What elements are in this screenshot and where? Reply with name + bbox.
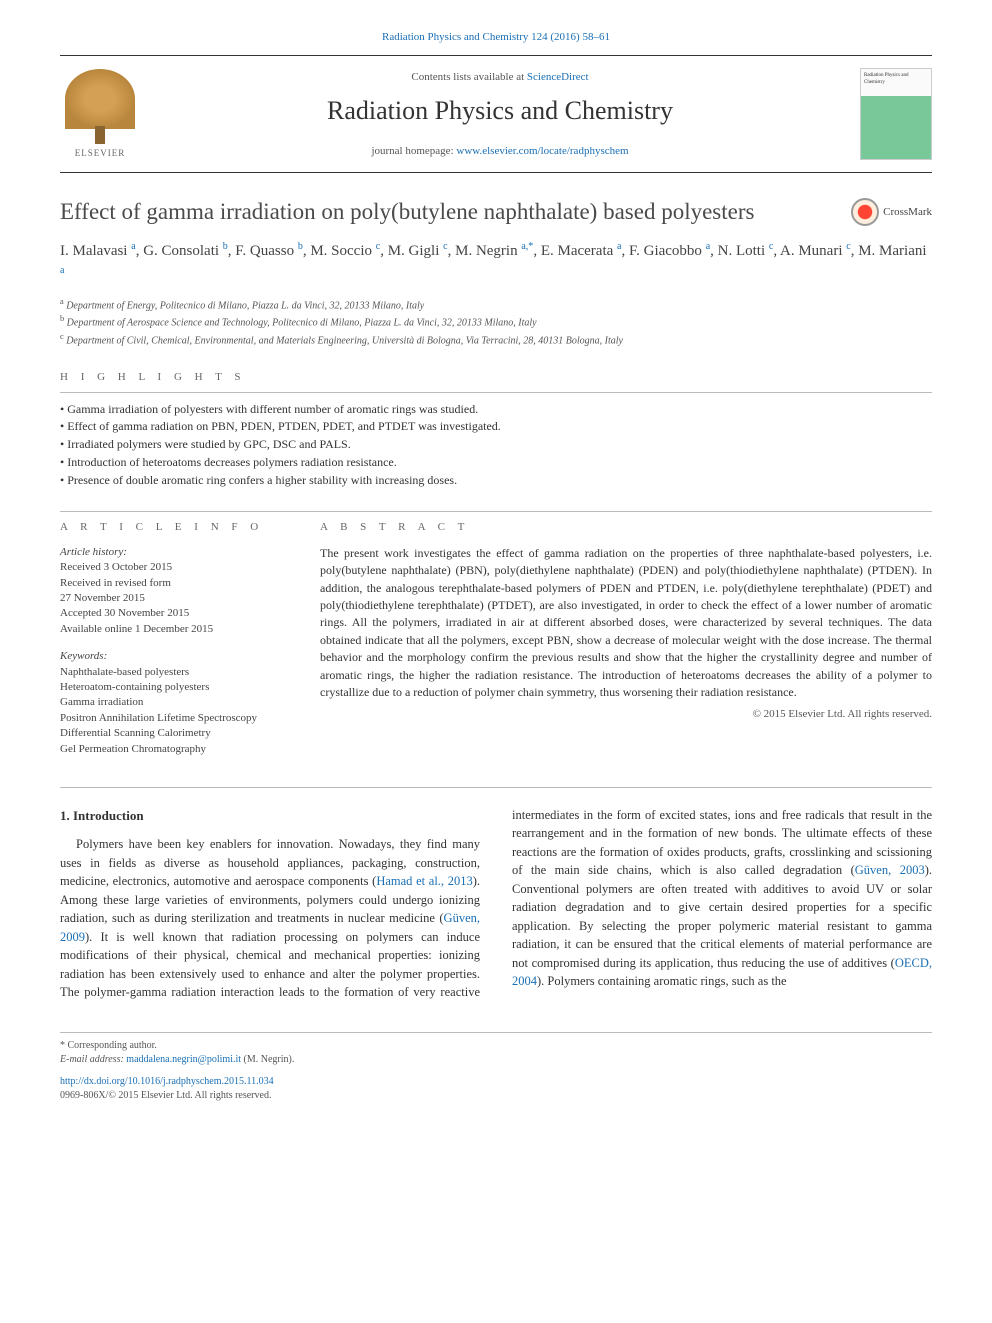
doi-link[interactable]: http://dx.doi.org/10.1016/j.radphyschem.…	[60, 1076, 274, 1087]
keyword-item: Naphthalate-based polyesters	[60, 665, 280, 680]
article-title: Effect of gamma irradiation on poly(buty…	[60, 198, 754, 227]
section-heading-intro: 1. Introduction	[60, 806, 480, 825]
highlight-item: Effect of gamma radiation on PBN, PDEN, …	[60, 418, 932, 435]
journal-header: ELSEVIER Contents lists available at Sci…	[60, 55, 932, 173]
affiliation-line: c Department of Civil, Chemical, Environ…	[60, 331, 932, 348]
keywords-block: Keywords: Naphthalate-based polyestersHe…	[60, 649, 280, 757]
history-line: Received in revised form	[60, 576, 280, 591]
highlight-item: Irradiated polymers were studied by GPC,…	[60, 436, 932, 453]
keyword-item: Heteroatom-containing polyesters	[60, 680, 280, 695]
article-body: 1. Introduction Polymers have been key e…	[60, 806, 932, 1002]
affiliation-line: a Department of Energy, Politecnico di M…	[60, 296, 932, 313]
footnotes: * Corresponding author. E-mail address: …	[60, 1032, 932, 1103]
abstract-text: The present work investigates the effect…	[320, 545, 932, 702]
highlight-item: Introduction of heteroatoms decreases po…	[60, 454, 932, 471]
corresponding-author: * Corresponding author.	[60, 1039, 932, 1053]
running-header: Radiation Physics and Chemistry 124 (201…	[60, 30, 932, 45]
authors-list: I. Malavasi a, G. Consolati b, F. Quasso…	[60, 239, 932, 286]
homepage-link[interactable]: www.elsevier.com/locate/radphyschem	[456, 145, 628, 157]
citation-link[interactable]: Güven, 2003	[855, 863, 925, 877]
publisher-name: ELSEVIER	[75, 147, 126, 160]
contents-line: Contents lists available at ScienceDirec…	[140, 70, 860, 85]
affiliations: a Department of Energy, Politecnico di M…	[60, 296, 932, 348]
history-line: Available online 1 December 2015	[60, 622, 280, 637]
highlights-heading: H I G H L I G H T S	[60, 370, 932, 392]
article-history: Article history: Received 3 October 2015…	[60, 545, 280, 637]
running-header-link[interactable]: Radiation Physics and Chemistry 124 (201…	[382, 31, 610, 43]
highlight-item: Presence of double aromatic ring confers…	[60, 472, 932, 489]
email-line: E-mail address: maddalena.negrin@polimi.…	[60, 1053, 932, 1067]
body-paragraph: Polymers have been key enablers for inno…	[60, 806, 932, 1002]
keyword-item: Positron Annihilation Lifetime Spectrosc…	[60, 711, 280, 726]
keyword-item: Gel Permeation Chromatography	[60, 742, 280, 757]
email-link[interactable]: maddalena.negrin@polimi.it	[126, 1054, 241, 1065]
history-line: Accepted 30 November 2015	[60, 606, 280, 621]
elsevier-tree-icon	[65, 69, 135, 128]
issn-line: 0969-806X/© 2015 Elsevier Ltd. All right…	[60, 1089, 932, 1103]
crossmark-label: CrossMark	[883, 205, 932, 220]
section-divider	[60, 787, 932, 788]
citation-link[interactable]: Hamad et al., 2013	[376, 874, 472, 888]
highlights-list: Gamma irradiation of polyesters with dif…	[60, 401, 932, 489]
abstract-heading: A B S T R A C T	[320, 520, 932, 535]
crossmark-icon	[851, 198, 879, 226]
elsevier-logo: ELSEVIER	[60, 69, 140, 159]
homepage-line: journal homepage: www.elsevier.com/locat…	[140, 144, 860, 159]
crossmark-badge[interactable]: CrossMark	[851, 198, 932, 226]
journal-title: Radiation Physics and Chemistry	[140, 93, 860, 129]
history-line: 27 November 2015	[60, 591, 280, 606]
journal-cover-thumbnail: Radiation Physics and Chemistry	[860, 68, 932, 160]
highlight-item: Gamma irradiation of polyesters with dif…	[60, 401, 932, 418]
article-info-heading: A R T I C L E I N F O	[60, 520, 280, 535]
keyword-item: Gamma irradiation	[60, 695, 280, 710]
sciencedirect-link[interactable]: ScienceDirect	[527, 71, 589, 83]
affiliation-line: b Department of Aerospace Science and Te…	[60, 313, 932, 330]
abstract-copyright: © 2015 Elsevier Ltd. All rights reserved…	[320, 707, 932, 722]
keyword-item: Differential Scanning Calorimetry	[60, 726, 280, 741]
history-line: Received 3 October 2015	[60, 560, 280, 575]
